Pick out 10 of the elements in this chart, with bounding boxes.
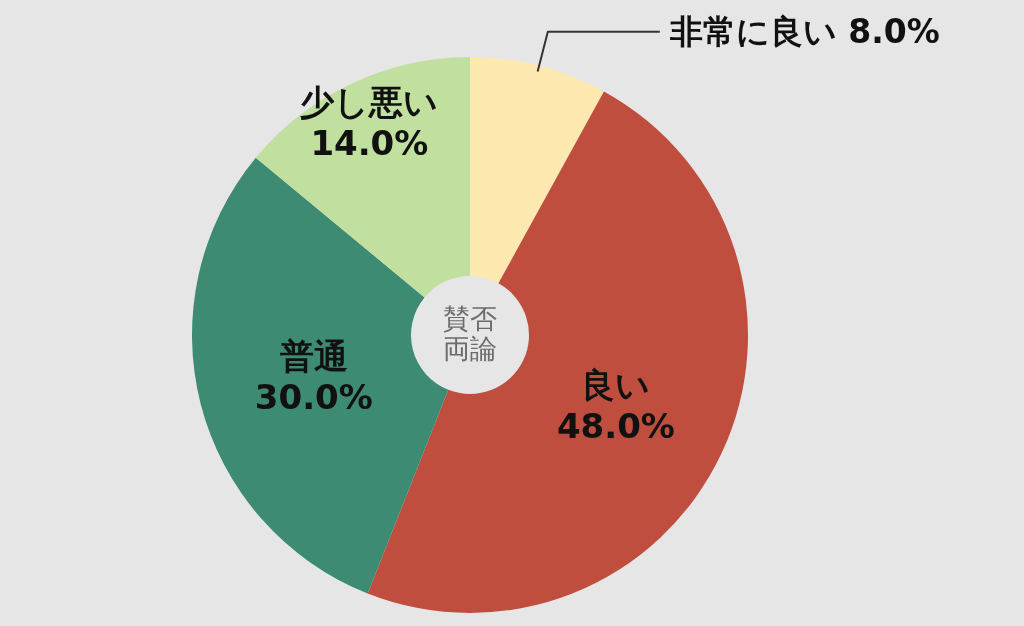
slice-label: 良い	[581, 364, 651, 405]
text: 賛否両論	[443, 303, 497, 364]
donut-slice	[255, 57, 470, 298]
donut-slice	[470, 57, 604, 284]
slice-label: 非常に良い 8.0%	[668, 12, 940, 52]
data-label: 48.0%	[556, 405, 675, 446]
slice-label: 少し悪い	[300, 82, 439, 123]
data-label: 14.0%	[310, 123, 429, 164]
data-label: 30.0%	[254, 377, 373, 418]
slice-label: 普通	[279, 336, 348, 377]
